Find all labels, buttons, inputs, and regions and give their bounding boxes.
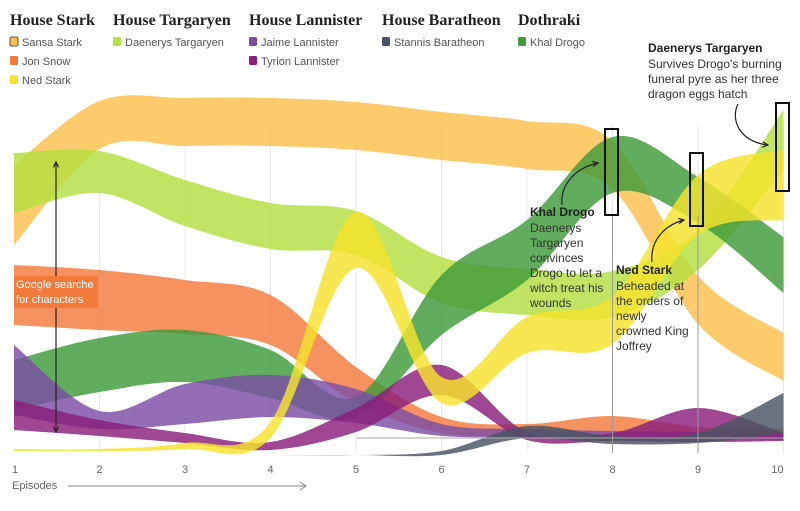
legend-label-jon-snow: Jon Snow bbox=[22, 56, 70, 68]
x-tick-5: 5 bbox=[353, 464, 359, 476]
annotation-line-ned-stark-0: Beheaded at bbox=[616, 279, 685, 293]
y-arrowhead-top bbox=[52, 160, 60, 168]
stream-tyrion-lannister bbox=[14, 364, 784, 451]
y-axis-label-line-1: Google searche bbox=[16, 279, 94, 291]
legend-swatch-tyrion-lannister bbox=[249, 56, 257, 65]
highlight-box-episode-8 bbox=[604, 128, 619, 216]
y-label-background bbox=[14, 276, 98, 308]
stream-jaime-lannister bbox=[14, 345, 784, 440]
stream-stannis-baratheon bbox=[14, 393, 784, 457]
annotations: Khal Drogo DaenerysTargaryenconvincesDrog… bbox=[14, 41, 790, 434]
x-tick-3: 3 bbox=[182, 464, 188, 476]
x-axis: 1 2 3 4 5 6 7 8 9 10 Episodes bbox=[12, 464, 784, 492]
y-arrowhead-bottom bbox=[52, 426, 60, 434]
episode-marker-lines bbox=[356, 215, 784, 453]
x-axis-arrowhead bbox=[299, 481, 307, 491]
streams bbox=[14, 95, 784, 457]
legend-label-sansa-stark: Sansa Stark bbox=[22, 37, 82, 49]
x-tick-8: 8 bbox=[609, 464, 615, 476]
legend-swatch-jaime-lannister bbox=[249, 37, 257, 46]
x-tick-4: 4 bbox=[267, 464, 273, 476]
x-axis-label: Episodes bbox=[12, 480, 58, 492]
legend-label-ned-stark: Ned Stark bbox=[22, 75, 71, 87]
legend: House Stark Sansa Stark Jon Snow Ned Stark H… bbox=[9, 12, 585, 87]
stream-ned-stark bbox=[14, 150, 784, 455]
y-axis-label-line-2: for characters bbox=[16, 294, 84, 306]
annotation-line-khal-drogo-0: Daenerys bbox=[530, 221, 581, 235]
x-tick-6: 6 bbox=[438, 464, 444, 476]
annotation-line-daenerys-0: Survives Drogo's burning bbox=[648, 57, 782, 71]
legend-swatch-daenerys-targaryen bbox=[113, 37, 121, 46]
x-tick-9: 9 bbox=[695, 464, 701, 476]
legend-swatch-stannis-baratheon bbox=[382, 37, 390, 46]
house-title-house-baratheon: House Baratheon bbox=[382, 12, 501, 29]
arrowhead-khal-drogo bbox=[592, 160, 600, 167]
annotation-line-daenerys-2: dragon eggs hatch bbox=[648, 87, 747, 101]
annotation-line-khal-drogo-2: convinces bbox=[530, 251, 583, 265]
annotation-line-khal-drogo-5: wounds bbox=[529, 296, 571, 310]
arrowhead-daenerys bbox=[762, 141, 770, 148]
legend-label-daenerys-targaryen: Daenerys Targaryen bbox=[125, 37, 224, 49]
house-title-house-targaryen: House Targaryen bbox=[113, 12, 231, 29]
annotation-title-daenerys: Daenerys Targaryen bbox=[648, 41, 763, 55]
arrow-daenerys bbox=[734, 103, 769, 146]
house-title-dothraki: Dothraki bbox=[518, 12, 581, 29]
arrowhead-ned-stark bbox=[678, 217, 686, 224]
annotation-line-khal-drogo-1: Targaryen bbox=[530, 236, 583, 250]
annotation-title-ned-stark: Ned Stark bbox=[616, 263, 672, 277]
house-title-house-stark: House Stark bbox=[10, 12, 95, 29]
legend-label-tyrion-lannister: Tyrion Lannister bbox=[261, 56, 340, 68]
annotation-line-khal-drogo-3: Drogo to let a bbox=[530, 266, 602, 280]
highlight-box-episode-10 bbox=[775, 102, 790, 192]
arrow-khal-drogo bbox=[561, 162, 599, 206]
arrow-ned-stark bbox=[651, 219, 685, 263]
x-tick-2: 2 bbox=[96, 464, 102, 476]
annotation-line-ned-stark-3: crowned King bbox=[616, 324, 689, 338]
stream-jon-snow bbox=[14, 265, 784, 441]
legend-swatch-ned-stark bbox=[10, 75, 18, 84]
stream-khal-drogo bbox=[14, 135, 784, 420]
house-title-house-lannister: House Lannister bbox=[249, 12, 362, 29]
legend-swatch-sansa-stark bbox=[9, 36, 19, 47]
annotation-line-daenerys-1: funeral pyre as her three bbox=[648, 72, 779, 86]
annotation-line-khal-drogo-4: witch treat his bbox=[529, 281, 603, 295]
x-tick-7: 7 bbox=[524, 464, 530, 476]
legend-label-khal-drogo: Khal Drogo bbox=[530, 37, 585, 49]
annotation-line-ned-stark-4: Joffrey bbox=[616, 339, 652, 353]
annotation-line-ned-stark-2: newly bbox=[616, 309, 647, 323]
annotation-title-khal-drogo: Khal Drogo bbox=[530, 205, 595, 219]
stream-daenerys-targaryen bbox=[14, 110, 784, 321]
legend-swatch-jon-snow bbox=[10, 56, 18, 65]
x-tick-10: 10 bbox=[771, 464, 783, 476]
legend-label-jaime-lannister: Jaime Lannister bbox=[261, 37, 339, 49]
legend-swatch-khal-drogo bbox=[518, 37, 526, 46]
highlight-box-episode-9 bbox=[689, 152, 704, 227]
legend-label-stannis-baratheon: Stannis Baratheon bbox=[394, 37, 485, 49]
x-tick-1: 1 bbox=[12, 464, 18, 476]
annotation-line-ned-stark-1: the orders of bbox=[616, 294, 684, 308]
